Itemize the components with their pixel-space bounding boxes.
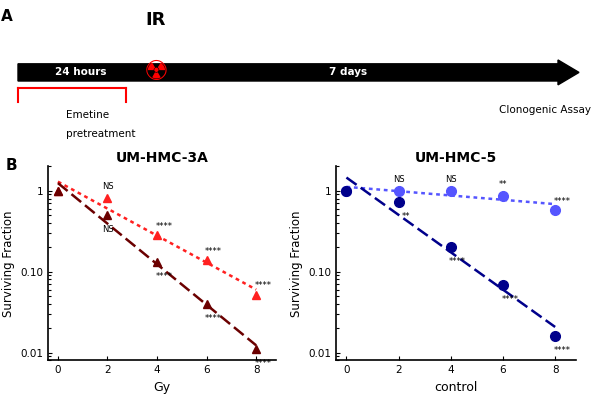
Text: NS: NS	[445, 175, 457, 184]
Text: ☢: ☢	[143, 57, 169, 86]
Text: NS: NS	[101, 225, 113, 234]
X-axis label: control: control	[434, 381, 478, 394]
Text: ****: ****	[554, 197, 571, 206]
Y-axis label: Surviving Fraction: Surviving Fraction	[2, 210, 14, 316]
Text: B: B	[6, 158, 17, 173]
Text: **: **	[499, 180, 507, 188]
Text: ****: ****	[205, 247, 222, 255]
Text: ****: ****	[254, 359, 272, 368]
Title: UM-HMC-5: UM-HMC-5	[415, 151, 497, 165]
Text: ****: ****	[205, 314, 222, 322]
Text: ****: ****	[254, 282, 272, 290]
Text: 24 hours: 24 hours	[55, 67, 107, 76]
Text: ****: ****	[554, 346, 571, 355]
X-axis label: Gy: Gy	[154, 381, 170, 394]
Text: ****: ****	[155, 222, 172, 231]
Text: Clonogenic Assay: Clonogenic Assay	[499, 105, 591, 115]
Text: Emetine: Emetine	[66, 110, 109, 120]
Y-axis label: Surviving Fraction: Surviving Fraction	[290, 210, 302, 316]
Text: ****: ****	[155, 272, 172, 281]
FancyArrow shape	[18, 60, 579, 85]
Text: ****: ****	[502, 295, 518, 304]
Text: A: A	[1, 9, 13, 24]
Text: ****: ****	[449, 257, 466, 266]
Text: NS: NS	[101, 182, 113, 191]
Text: IR: IR	[146, 11, 166, 29]
Text: **: **	[401, 212, 410, 221]
Text: 7 days: 7 days	[329, 67, 367, 76]
Title: UM-HMC-3A: UM-HMC-3A	[116, 151, 208, 165]
Text: pretreatment: pretreatment	[66, 129, 136, 139]
Text: NS: NS	[393, 175, 404, 184]
